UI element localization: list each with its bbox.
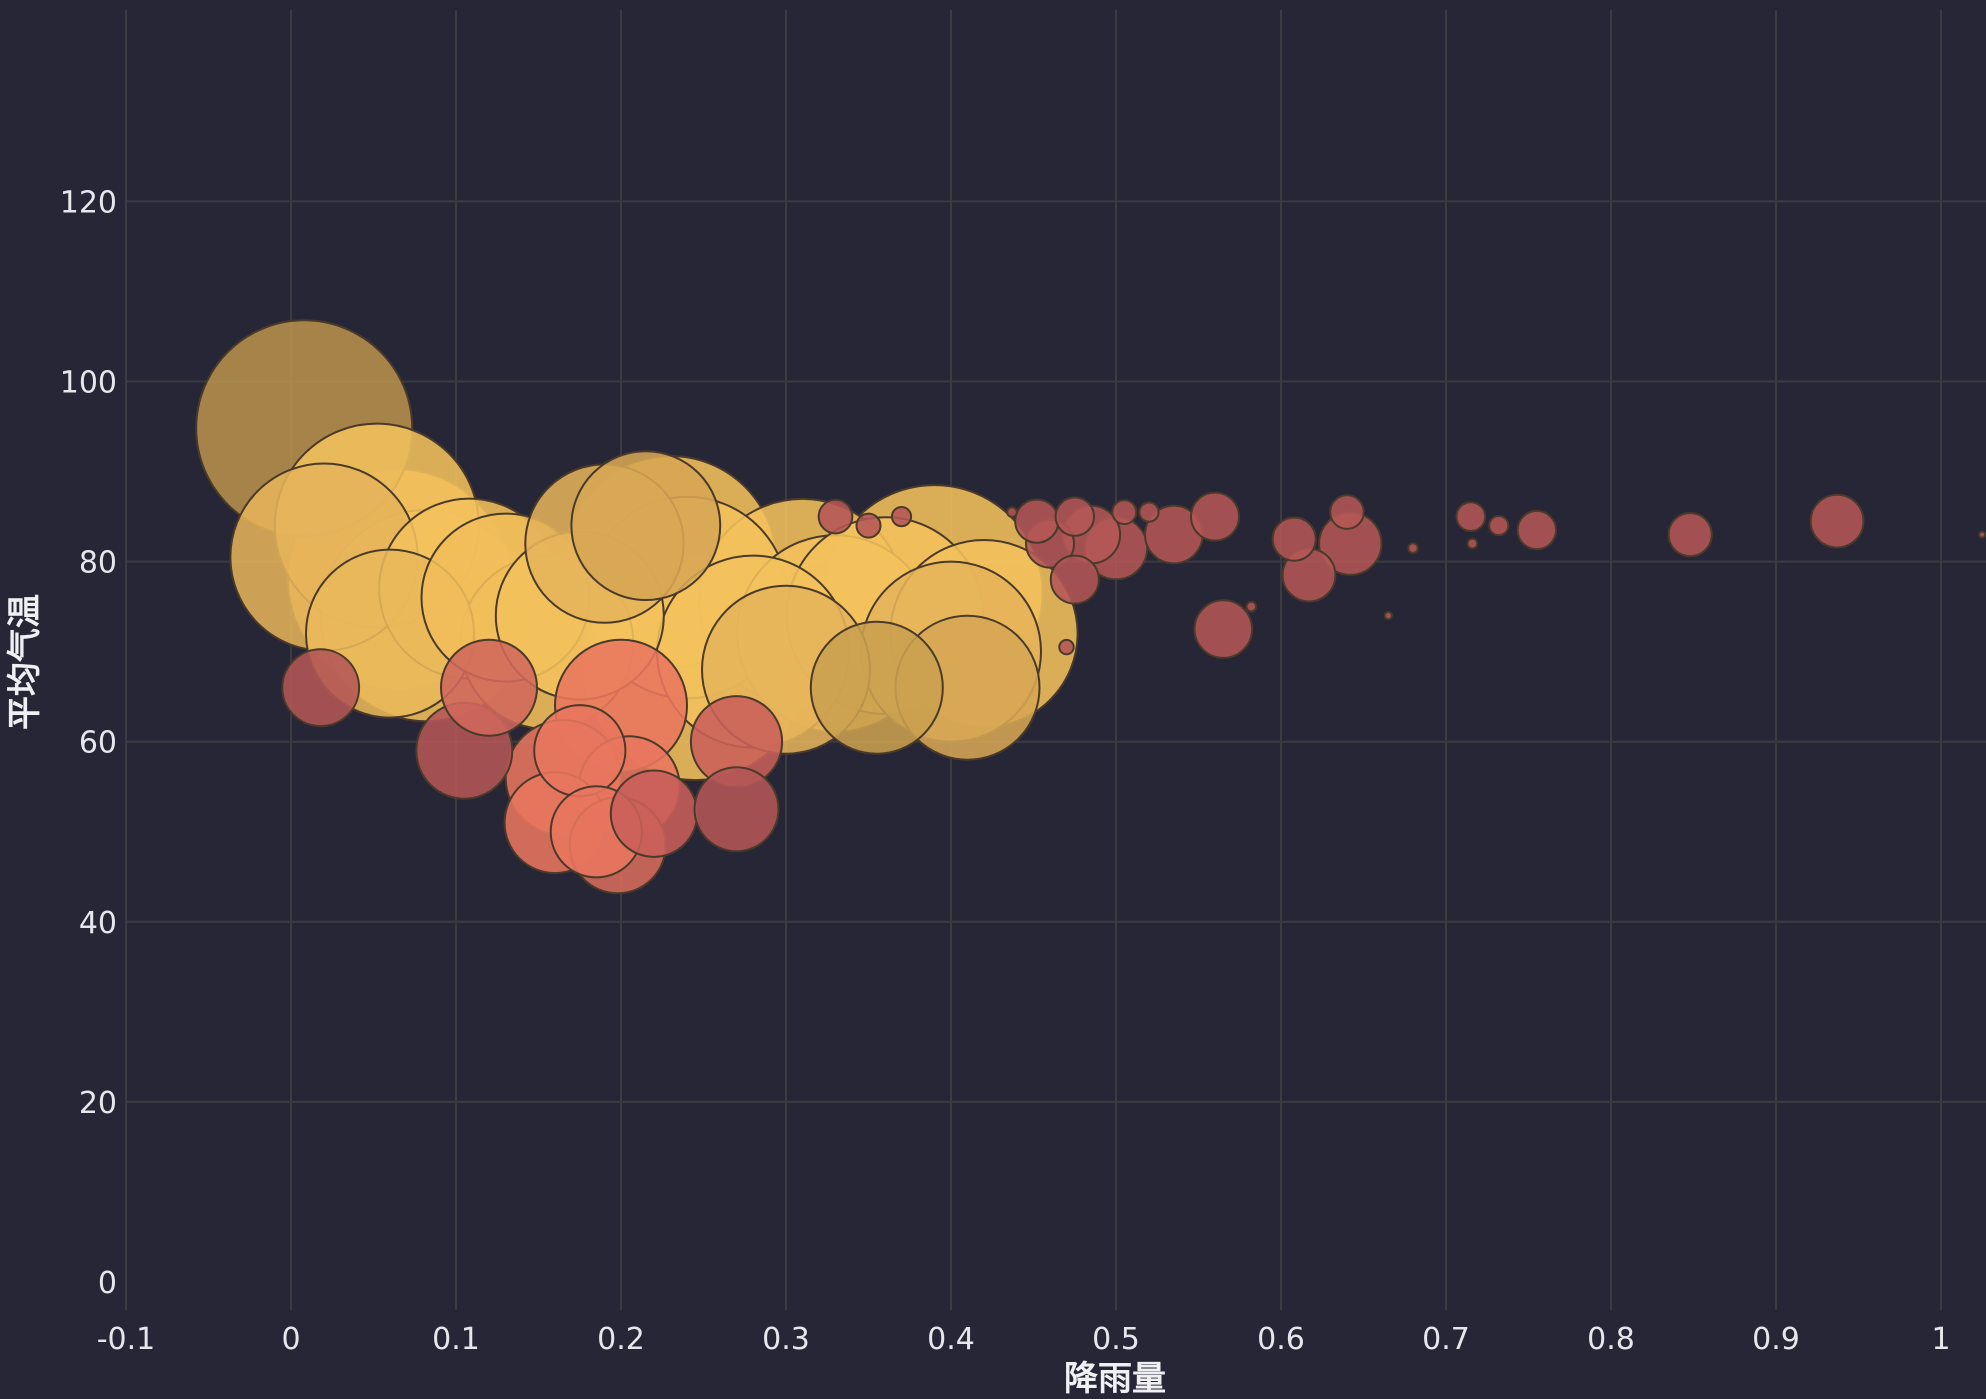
- x-tick-label: 0.3: [762, 1322, 810, 1357]
- x-axis-title: 降雨量: [1064, 1359, 1166, 1399]
- x-tick-label: 0.2: [597, 1322, 645, 1357]
- bubble-point: [1383, 611, 1393, 621]
- grid: [125, 10, 1986, 1310]
- bubble-point: [609, 769, 699, 858]
- bubble-point: [1111, 499, 1138, 526]
- x-tick-label: 0.7: [1422, 1322, 1470, 1357]
- bubble-point: [1407, 542, 1419, 554]
- bubble-point: [1049, 554, 1100, 605]
- bubble-point: [1138, 501, 1160, 523]
- x-tick-label: -0.1: [97, 1322, 156, 1357]
- bubble-point: [890, 505, 913, 528]
- bubble-point: [1245, 600, 1258, 613]
- bubble-point: [817, 498, 854, 535]
- bubble-point: [1978, 530, 1986, 539]
- y-tick-label: 80: [79, 546, 117, 581]
- bubble-point: [1058, 638, 1075, 656]
- x-tick-label: 0.4: [927, 1322, 975, 1357]
- y-axis-title: 平均气温: [5, 594, 45, 730]
- x-tick-label: 0: [281, 1322, 300, 1357]
- x-tick-label: 0.8: [1587, 1322, 1635, 1357]
- y-tick-label: 0: [98, 1266, 117, 1301]
- bubble-point: [1054, 496, 1096, 537]
- bubble-point: [1193, 599, 1254, 659]
- y-tick-label: 40: [79, 906, 117, 941]
- x-tick-label: 0.9: [1752, 1322, 1800, 1357]
- bubble-point: [570, 450, 722, 601]
- x-tick-label: 1: [1931, 1322, 1950, 1357]
- bubble-point: [533, 704, 627, 798]
- bubble-point: [281, 648, 361, 728]
- bubble-point: [1466, 537, 1479, 550]
- bubble-point: [1190, 491, 1240, 542]
- bubble-point: [1488, 515, 1510, 537]
- y-tick-label: 100: [60, 366, 117, 401]
- bubble-point: [1667, 512, 1713, 558]
- bubble-point: [1006, 506, 1018, 518]
- bubble-point: [693, 766, 780, 853]
- bubble-point: [1014, 498, 1060, 544]
- y-tick-label: 60: [79, 726, 117, 761]
- bubble-point: [1516, 509, 1558, 551]
- axis-ticks: -0.1 0 0.1 0.2 0.3 0.4 0.5 0.6 0.7 0.8 0.9 1 0 20 40 60…: [60, 185, 1951, 1357]
- y-tick-label: 20: [79, 1086, 117, 1121]
- x-tick-label: 0.1: [432, 1322, 480, 1357]
- bubble-point: [1271, 516, 1317, 562]
- bubble-series: [195, 319, 1986, 895]
- bubble-point: [1809, 493, 1865, 549]
- y-tick-label: 120: [60, 185, 117, 220]
- bubble-point: [440, 638, 538, 737]
- x-tick-label: 0.6: [1257, 1322, 1305, 1357]
- bubble-point: [855, 512, 882, 539]
- bubble-point: [809, 620, 944, 755]
- bubble-point: [1455, 501, 1487, 532]
- bubble-point: [1329, 494, 1365, 530]
- x-tick-label: 0.5: [1092, 1322, 1140, 1357]
